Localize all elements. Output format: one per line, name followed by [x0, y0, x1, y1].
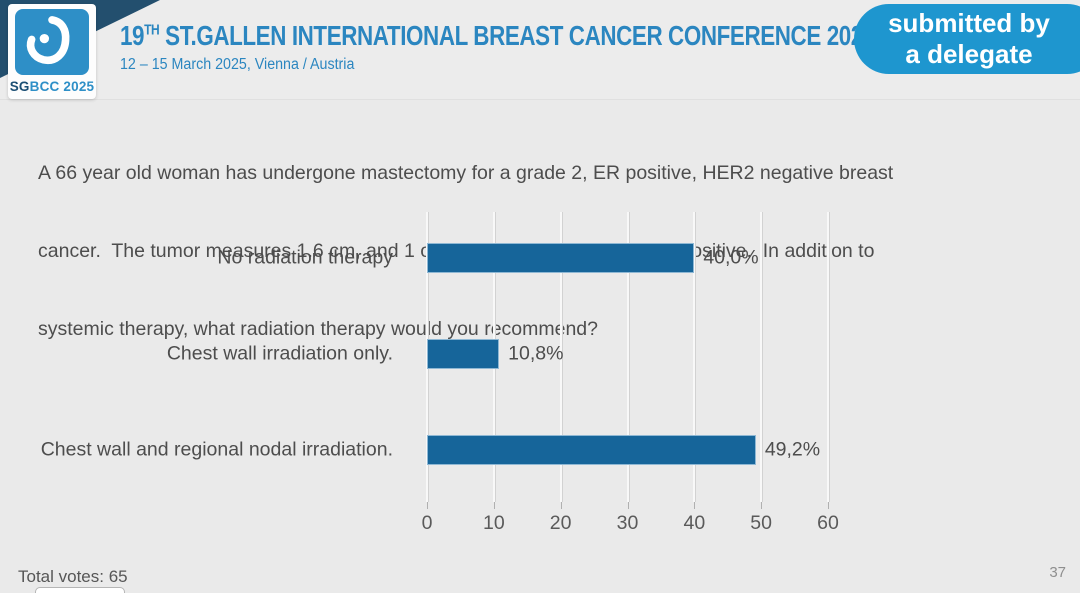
tick-mark: [493, 502, 495, 509]
value-label: 40,0%: [703, 246, 759, 269]
gridline: [626, 212, 629, 502]
value-label: 10,8%: [508, 342, 564, 365]
category-label: Chest wall and regional nodal irradiatio…: [40, 438, 393, 461]
category-label: No radiation therapy: [217, 246, 393, 269]
tick-mark: [694, 502, 696, 509]
header-title-block: 19TH ST.GALLEN INTERNATIONAL BREAST CANC…: [120, 20, 1064, 74]
breast-symbol-icon: [26, 16, 70, 65]
plot-area: 40,0% 10,8% 49,2%: [426, 212, 829, 509]
gridline: [827, 212, 829, 502]
category-label: Chest wall irradiation only.: [166, 342, 393, 365]
question-line: systemic therapy, what radiation therapy…: [38, 318, 598, 340]
badge-line-1: submitted by: [888, 8, 1050, 38]
gridline: [559, 212, 562, 502]
value-label: 49,2%: [764, 438, 821, 461]
tick-mark: [828, 502, 829, 509]
x-axis-tick-labels: 0 10 20 30 40 50 60: [422, 512, 839, 536]
title-text: ST.GALLEN INTERNATIONAL BREAST CANCER CO…: [159, 20, 875, 51]
conference-subtitle: 12 – 15 March 2025, Vienna / Austria: [120, 56, 355, 73]
tick-mark: [761, 502, 763, 509]
tick-label: 20: [549, 512, 572, 534]
logo-sg: SG: [9, 79, 30, 94]
tick-label: 50: [750, 512, 773, 534]
title-ordinal: TH: [144, 21, 160, 39]
conference-title: 19TH ST.GALLEN INTERNATIONAL BREAST CANC…: [120, 20, 875, 52]
gridline: [760, 212, 763, 502]
question-line: A 66 year old woman has undergone mastec…: [38, 162, 894, 184]
bar: [427, 435, 756, 465]
category-labels: No radiation therapy Chest wall irradiati…: [20, 212, 410, 502]
gridline: [693, 212, 696, 502]
tick-label: 0: [421, 512, 433, 534]
tick-mark: [427, 502, 428, 509]
total-votes-label: Total votes: 65: [18, 567, 128, 586]
tick-label: 40: [683, 512, 706, 534]
tick-mark: [627, 502, 629, 509]
tick-label: 60: [817, 512, 839, 534]
bottom-partial-button[interactable]: [35, 587, 125, 593]
tick-mark: [560, 502, 562, 509]
sgbcc-logo: SGBCC 2025: [8, 4, 96, 99]
tick-label: 30: [616, 512, 639, 534]
tick-label: 10: [482, 512, 505, 534]
title-number: 19: [120, 20, 145, 51]
bar: [427, 243, 695, 273]
submitted-by-badge: submitted by a delegate: [854, 4, 1080, 74]
sgbcc-logo-square: [15, 9, 89, 75]
sgbcc-logo-text: SGBCC 2025: [10, 79, 95, 94]
bar: [427, 339, 500, 369]
logo-bcc-2025: BCC 2025: [29, 79, 95, 94]
badge-line-2: a delegate: [905, 39, 1033, 69]
page-number: 37: [1049, 564, 1066, 581]
